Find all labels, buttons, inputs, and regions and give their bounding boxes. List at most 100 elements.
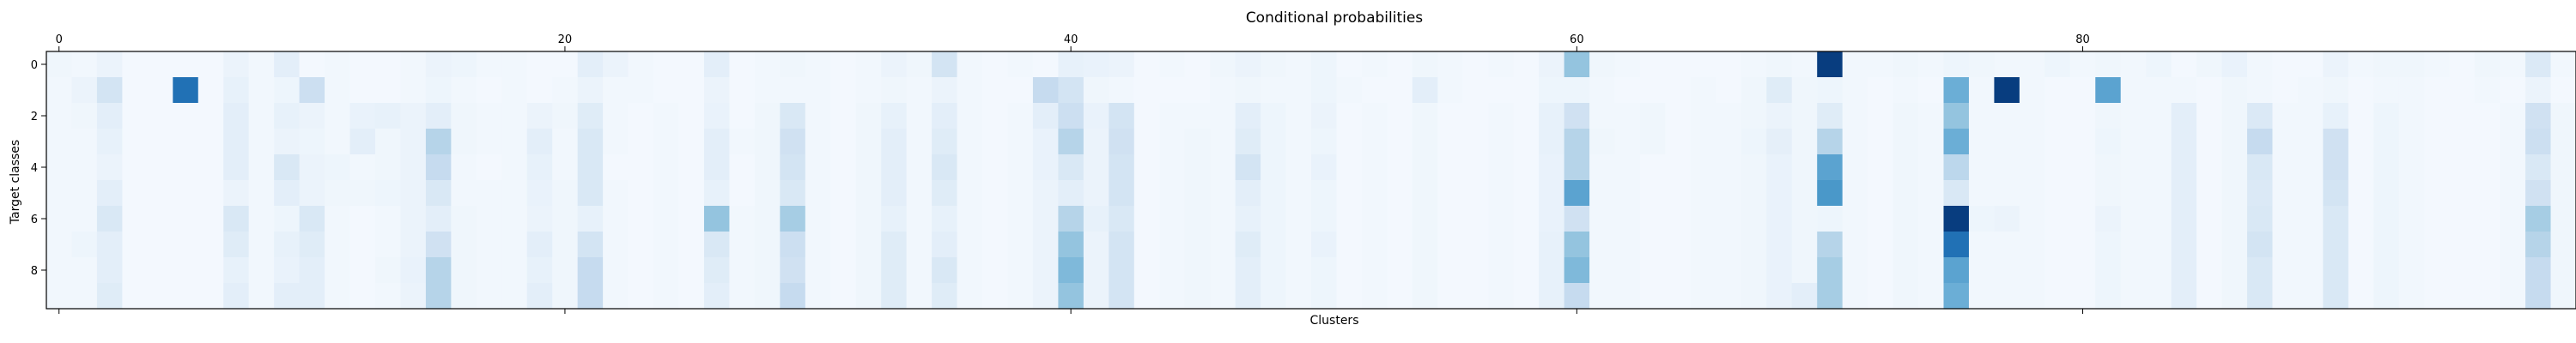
heatmap-cell [957, 103, 983, 129]
heatmap-cell [2247, 257, 2274, 284]
heatmap-cell [2449, 283, 2476, 310]
heatmap-cell [2044, 77, 2071, 104]
heatmap-cell [2424, 77, 2451, 104]
heatmap-cell [2196, 180, 2223, 207]
heatmap-cell [1133, 232, 1160, 258]
heatmap-cell [1235, 77, 1261, 104]
heatmap-cell [2044, 103, 2071, 129]
heatmap-cell [2120, 180, 2147, 207]
heatmap-cell [552, 129, 579, 155]
heatmap-cell [476, 51, 502, 78]
heatmap-cell [2373, 77, 2400, 104]
heatmap-cell [1261, 129, 1287, 155]
heatmap-cell [2019, 77, 2045, 104]
heatmap-cell [678, 154, 705, 181]
heatmap-cell [325, 77, 351, 104]
heatmap-cell [552, 283, 579, 310]
heatmap-cell [1665, 103, 1692, 129]
heatmap-cell [1235, 154, 1261, 181]
heatmap-cell [451, 257, 477, 284]
heatmap-cell [71, 51, 98, 78]
heatmap-cell [2146, 257, 2172, 284]
heatmap-cell [2525, 232, 2552, 258]
heatmap-cell [1994, 257, 2020, 284]
heatmap-cell [1918, 206, 1945, 232]
heatmap-cell [1032, 232, 1059, 258]
heatmap-cell [2373, 51, 2400, 78]
heatmap-cell [248, 103, 275, 129]
heatmap-cell [1690, 51, 1716, 78]
heatmap-cell [855, 51, 882, 78]
heatmap-cell [729, 206, 756, 232]
heatmap-cell [2196, 103, 2223, 129]
heatmap-cell [2095, 257, 2122, 284]
heatmap-cell [1614, 257, 1641, 284]
heatmap-cell [1716, 154, 1742, 181]
heatmap-cell [2146, 283, 2172, 310]
heatmap-cell [1336, 206, 1363, 232]
heatmap-cell [855, 232, 882, 258]
heatmap-cell [2221, 257, 2248, 284]
heatmap-cell [1437, 232, 1464, 258]
heatmap-cell [1007, 154, 1034, 181]
heatmap-cell [628, 180, 654, 207]
heatmap-cell [1539, 206, 1565, 232]
heatmap-cell [653, 283, 680, 310]
heatmap-cell [2525, 129, 2552, 155]
heatmap-cell [2323, 257, 2349, 284]
heatmap-cell [1311, 51, 1338, 78]
heatmap-cell [805, 129, 831, 155]
heatmap-cell [526, 180, 553, 207]
heatmap-cell [653, 206, 680, 232]
heatmap-cell [96, 257, 123, 284]
heatmap-cell [1412, 129, 1438, 155]
heatmap-cell [2297, 129, 2324, 155]
heatmap-cell [274, 206, 301, 232]
heatmap-cell [678, 180, 705, 207]
heatmap-cell [1817, 77, 1844, 104]
heatmap-cell [1462, 129, 1489, 155]
heatmap-cell [173, 232, 199, 258]
heatmap-cell [400, 154, 427, 181]
heatmap-cell [754, 257, 781, 284]
heatmap-cell [2120, 257, 2147, 284]
heatmap-cell [830, 283, 857, 310]
heatmap-cell [2171, 103, 2197, 129]
heatmap-cell [1412, 77, 1438, 104]
heatmap-cell [1387, 51, 1413, 78]
heatmap-cell [1766, 257, 1793, 284]
heatmap-cell [1817, 103, 1844, 129]
heatmap-cell [754, 77, 781, 104]
heatmap-cell [476, 232, 502, 258]
heatmap-cell [1285, 232, 1312, 258]
heatmap-cell [349, 154, 376, 181]
heatmap-cell [1083, 103, 1109, 129]
heatmap-cell [653, 103, 680, 129]
heatmap-cell [2500, 129, 2526, 155]
heatmap-cell [982, 283, 1009, 310]
heatmap-cell [932, 232, 958, 258]
heatmap-cell [2297, 77, 2324, 104]
heatmap-cell [678, 103, 705, 129]
heatmap-cell [2475, 129, 2501, 155]
heatmap-cell [729, 129, 756, 155]
heatmap-cell [223, 51, 250, 78]
heatmap-cell [1968, 77, 1996, 104]
heatmap-cell [780, 51, 806, 78]
heatmap-cell [1716, 232, 1742, 258]
heatmap-cell [501, 257, 528, 284]
heatmap-cell [2398, 51, 2425, 78]
heatmap-cell [577, 77, 604, 104]
plot-frame [46, 51, 2576, 310]
heatmap-cell [906, 77, 933, 104]
heatmap-cell [855, 257, 882, 284]
heatmap-cell [2221, 206, 2248, 232]
heatmap-cell [1639, 232, 1667, 258]
heatmap-cell [2196, 77, 2223, 104]
heatmap-cell [1943, 283, 1970, 310]
heatmap-cell [855, 283, 882, 310]
heatmap-cell [1387, 283, 1413, 310]
heatmap-cell [780, 154, 806, 181]
heatmap-cell [1994, 154, 2020, 181]
heatmap-cell [1285, 103, 1312, 129]
